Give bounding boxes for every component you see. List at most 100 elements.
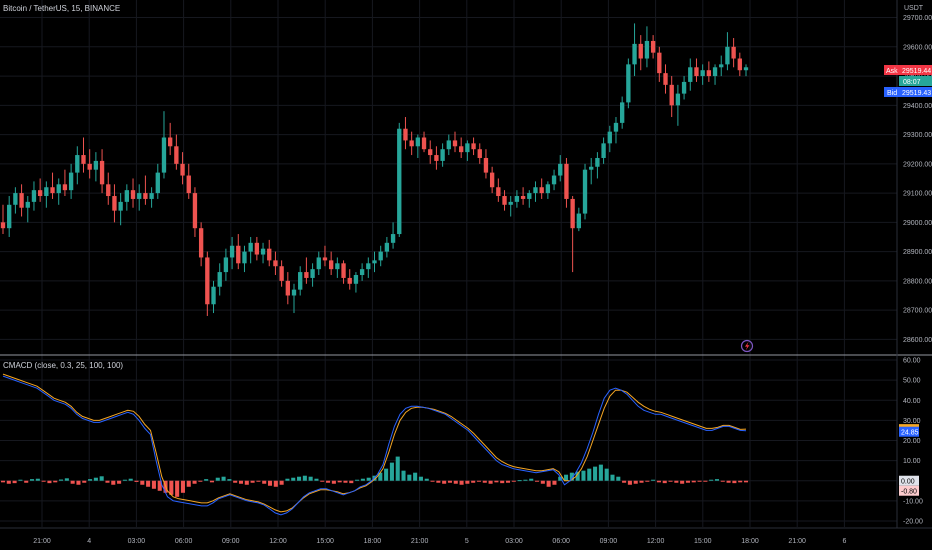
- candle: [19, 184, 24, 217]
- histogram-bar: [215, 477, 220, 481]
- candle: [397, 122, 402, 237]
- candle: [353, 272, 359, 293]
- candle: [242, 245, 247, 273]
- candle: [37, 178, 43, 202]
- candle: [205, 251, 210, 316]
- histogram-bar: [738, 480, 743, 483]
- histogram-bar: [180, 480, 185, 493]
- histogram-bar: [320, 480, 325, 482]
- histogram-bar: [639, 480, 644, 483]
- candle: [0, 204, 6, 235]
- candle: [285, 272, 290, 305]
- candle: [328, 251, 334, 276]
- histogram-bar: [285, 478, 290, 481]
- lightning-icon[interactable]: [740, 339, 754, 353]
- histogram-bar: [122, 479, 127, 481]
- histogram-bar: [703, 480, 708, 482]
- histogram-bar: [256, 480, 261, 482]
- time-axis[interactable]: 21:00 4 03:00 06:00 09:00 12:00 15:00 18:00 21:0…: [33, 538, 846, 545]
- histogram-bar: [465, 480, 470, 484]
- time-tick-label: 09:00: [600, 538, 618, 545]
- candle: [576, 207, 581, 232]
- histogram-bar: [93, 477, 98, 481]
- histogram-bar: [627, 480, 632, 485]
- candle: [378, 245, 383, 267]
- histogram-bar: [558, 476, 563, 481]
- countdown-bg: [899, 76, 932, 86]
- candle: [440, 143, 445, 167]
- symbol-label: Bitcoin / TetherUS, 15, BINANCE: [3, 4, 120, 13]
- candle: [25, 196, 30, 223]
- histogram-bar: [59, 479, 64, 481]
- candle: [359, 263, 365, 281]
- candle: [174, 134, 179, 170]
- histogram-bar: [326, 480, 331, 483]
- candle: [607, 125, 612, 153]
- price-tick-label: 29700.00: [903, 15, 932, 22]
- histogram-bar: [697, 480, 702, 482]
- candle: [681, 76, 687, 100]
- candle: [675, 84, 681, 126]
- candle: [737, 52, 742, 77]
- histogram-bar: [743, 480, 749, 483]
- time-tick-label: 03:00: [128, 538, 146, 545]
- histogram-bar: [534, 480, 540, 482]
- histogram-bar: [291, 477, 296, 481]
- histogram-bar: [70, 480, 75, 484]
- candle: [508, 196, 513, 217]
- indicator-lines-layer: [2, 373, 747, 516]
- candle: [267, 239, 272, 267]
- price-tick-label: 29000.00: [903, 220, 932, 227]
- bid-label-bg: [884, 87, 899, 97]
- histogram-bar: [29, 479, 35, 481]
- histogram-bar: [111, 480, 116, 485]
- candle: [44, 181, 49, 208]
- bid-value-bg: [899, 87, 932, 97]
- histogram-bar: [680, 480, 685, 484]
- histogram-bar: [6, 480, 11, 484]
- histogram-bar: [53, 480, 58, 483]
- indicator-tick-label: 30.00: [903, 418, 921, 425]
- histogram-bar: [12, 480, 17, 484]
- candle: [601, 137, 606, 164]
- candle: [403, 117, 408, 150]
- countdown-value: 08:07: [903, 79, 921, 86]
- histogram-bar: [662, 480, 667, 484]
- histogram-bar: [505, 480, 511, 483]
- candle: [68, 163, 74, 199]
- histogram-bar: [488, 480, 493, 484]
- histogram-bar: [459, 480, 464, 485]
- histogram-bar: [517, 480, 522, 482]
- histogram-bar: [35, 478, 40, 481]
- histogram-bar: [175, 480, 180, 497]
- indicator-tag-value: 24.85: [901, 430, 919, 437]
- histogram-bar: [366, 477, 371, 481]
- candle: [291, 283, 297, 314]
- histogram-bar: [250, 480, 255, 483]
- histogram-bar: [233, 480, 238, 483]
- candle: [706, 61, 712, 82]
- time-tick-label: 5: [465, 538, 469, 545]
- candle: [471, 137, 476, 156]
- candle: [731, 38, 736, 68]
- histogram-bar: [157, 480, 162, 491]
- candle: [595, 152, 600, 179]
- candle: [186, 163, 191, 199]
- candle: [459, 137, 464, 158]
- candle: [489, 166, 495, 194]
- candle: [619, 96, 625, 129]
- histogram-bar: [302, 475, 307, 481]
- price-tick-label: 28900.00: [903, 249, 932, 256]
- indicator-axis[interactable]: 60.00 50.00 40.00 30.00 20.00 10.00 0.00 -10.00…: [903, 358, 923, 526]
- histogram-bar: [128, 478, 133, 481]
- time-tick-label: 03:00: [505, 538, 523, 545]
- histogram-bar: [297, 476, 302, 481]
- histogram-bar: [598, 464, 603, 481]
- histogram-bar: [622, 480, 627, 483]
- time-tick-label: 21:00: [33, 538, 51, 545]
- candle: [273, 251, 278, 276]
- candle: [551, 169, 557, 191]
- histogram-bar: [564, 474, 569, 481]
- histogram-bar: [221, 476, 226, 481]
